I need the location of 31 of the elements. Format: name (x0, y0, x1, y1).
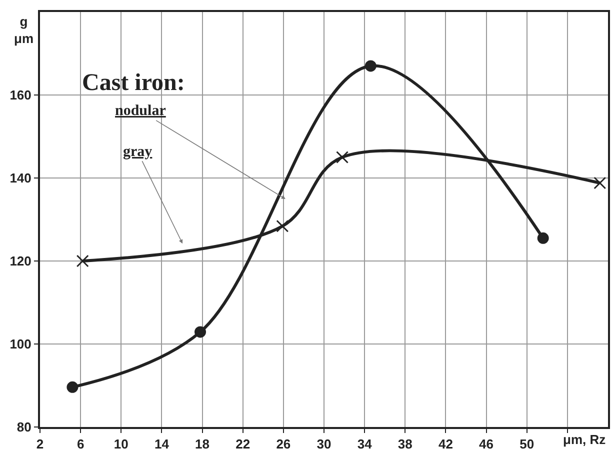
x-tick-label: 14 (154, 436, 170, 451)
x-tick-label: 6 (76, 436, 84, 451)
point (336, 151, 349, 164)
y-tick-label: 140 (10, 170, 32, 186)
y-axis-title: g μm (14, 14, 34, 46)
point (194, 326, 206, 338)
x-axis-title: μm, Rz (563, 432, 606, 447)
point (594, 176, 606, 190)
point (66, 381, 78, 393)
x-tick-label: 34 (357, 436, 373, 451)
x-tick-label: 10 (114, 436, 128, 451)
x-tick-label: 18 (195, 436, 210, 451)
point (76, 254, 89, 268)
point (276, 220, 289, 232)
x-tick-label: 38 (398, 436, 412, 451)
y-tick-label: 100 (10, 336, 32, 352)
point (364, 60, 376, 72)
annotation: Cast iron: (82, 70, 185, 96)
y-tick-label: 160 (10, 88, 32, 103)
x-tick-label: 46 (479, 436, 494, 451)
x-tick-label: 26 (276, 436, 291, 451)
x-tick-label: 42 (438, 436, 453, 451)
y-tick-label: 80 (16, 420, 32, 435)
x-tick-label: 2 (36, 436, 44, 451)
x-tick-label: 50 (520, 436, 534, 451)
y-tick-label: 120 (10, 254, 32, 269)
x-tick-label: 30 (316, 436, 332, 451)
point (537, 232, 549, 244)
annotation: gray (123, 144, 153, 160)
x-tick-label: 22 (236, 436, 250, 451)
annotation: nodular (115, 103, 166, 119)
